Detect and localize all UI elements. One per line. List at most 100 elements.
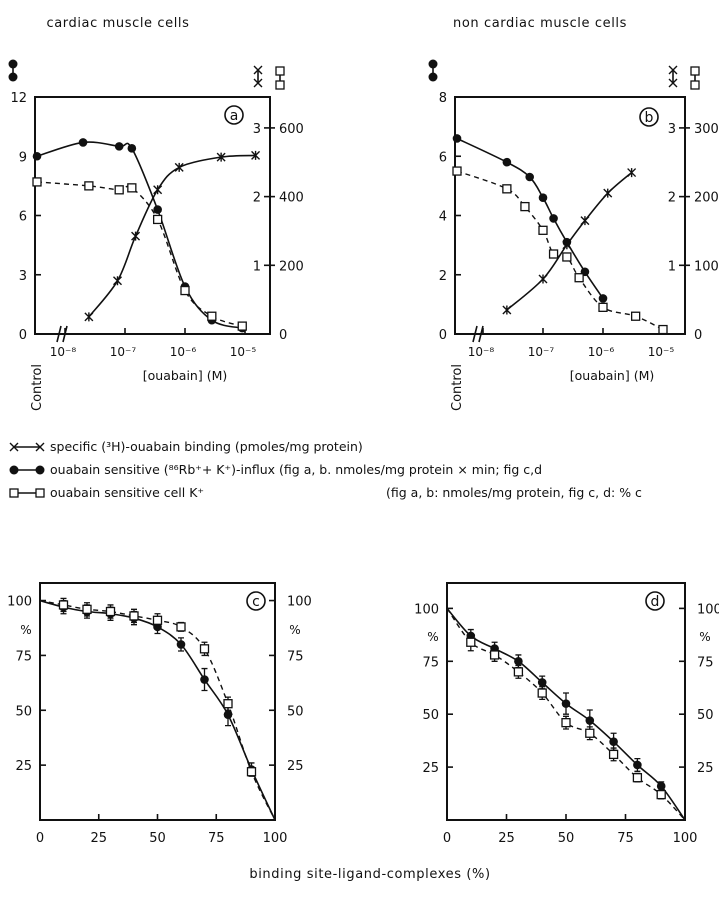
- panel-badge-ring: [645, 591, 665, 611]
- data-point-square: [199, 644, 210, 654]
- data-point-square: [502, 184, 512, 194]
- data-point-star: [131, 231, 141, 241]
- data-point-dot: [114, 142, 124, 151]
- y-tick-label-right-outer: 300: [694, 122, 719, 137]
- data-point-dot: [452, 134, 462, 143]
- data-point-star: [627, 168, 637, 178]
- data-point-star: [174, 162, 184, 172]
- data-point-square: [152, 214, 163, 225]
- y-tick-label-right: 50: [697, 708, 714, 723]
- y-tick-label-right-inner: 2: [668, 191, 676, 206]
- legend-item-cell-k-units: (fig a, b: nmoles/mg protein, fig c, d: …: [386, 485, 642, 500]
- y-tick-label-right-outer: 0: [279, 328, 287, 343]
- x-axis-label: [ouabain] (M): [570, 368, 655, 383]
- data-point-square: [176, 622, 186, 632]
- data-point-dot: [633, 760, 642, 770]
- x-tick-label: 10⁻⁶: [170, 345, 197, 359]
- data-point-star: [538, 274, 548, 284]
- x-tick-label: 10⁻⁸: [468, 345, 495, 359]
- series-line-square: [456, 170, 664, 331]
- x-tick-label: 10⁻⁸: [50, 345, 77, 359]
- data-point-dot: [127, 144, 137, 153]
- y-tick-label-left: 100: [7, 595, 32, 610]
- plot-area: [34, 96, 271, 335]
- panel-b-heading: non cardiac muscle cells: [453, 16, 627, 31]
- data-point-star: [502, 305, 512, 315]
- left-axis-dot-glyph: [8, 59, 18, 82]
- legend-item-cell-k: ouabain sensitive cell K⁺: [50, 485, 204, 500]
- data-point-square: [630, 311, 641, 321]
- y-tick-label-left: 100: [414, 602, 439, 617]
- bottom-x-axis-label: binding site-ligand-complexes (%): [249, 867, 490, 882]
- data-point-star: [562, 240, 572, 250]
- data-point-dot: [78, 138, 88, 147]
- y-tick-label-right-inner: 3: [253, 122, 261, 137]
- panel-d-chart: 0 25 50 75 100 25 25 50 50 75 75 100 100% % d: [414, 582, 719, 846]
- x-tick-label: 25: [498, 831, 515, 846]
- series-line-square: [36, 181, 243, 327]
- data-point-square: [656, 789, 666, 800]
- data-point-square: [489, 650, 500, 660]
- y-tick-label-left: 0: [439, 328, 447, 343]
- data-point-star: [84, 312, 94, 322]
- x-tick-label: 100: [263, 831, 288, 846]
- y-tick-label-left: 8: [439, 91, 447, 106]
- x-tick-label: 10⁻⁷: [528, 345, 555, 359]
- data-point-square: [452, 166, 462, 176]
- y-unit-right: %: [699, 630, 710, 644]
- y-tick-label-right-outer: 100: [694, 259, 719, 274]
- y-tick-label-left: 25: [15, 759, 32, 774]
- y-tick-label-left: 12: [10, 91, 27, 106]
- y-unit-right: %: [289, 623, 300, 637]
- data-point-square: [608, 749, 619, 760]
- y-unit-left: %: [427, 630, 438, 644]
- data-point-dot: [223, 710, 233, 719]
- data-point-dot: [598, 294, 608, 303]
- y-tick-label-right: 75: [287, 649, 304, 664]
- data-point-square: [207, 311, 217, 321]
- y-tick-label-right-outer: 0: [694, 328, 702, 343]
- legend-star-marker: [9, 442, 45, 452]
- y-tick-label-right-outer: 200: [279, 259, 304, 274]
- left-axis-dot-glyph: [428, 59, 438, 82]
- y-tick-label-left: 9: [19, 150, 27, 165]
- legend: specific (³H)-ouabain binding (pmoles/mg…: [9, 439, 642, 500]
- y-tick-label-left: 4: [439, 210, 447, 225]
- right-axis-star-glyph: [668, 65, 678, 88]
- x-tick-label: 0: [443, 831, 451, 846]
- series-line-star: [88, 154, 256, 318]
- data-point-square: [513, 667, 524, 677]
- panel-badge-ring: [639, 107, 659, 127]
- y-tick-label-right: 25: [287, 759, 304, 774]
- data-point-star: [603, 188, 613, 198]
- data-point-square: [246, 767, 257, 777]
- panel-badge-ring: [246, 591, 266, 611]
- y-tick-label-left: 2: [439, 269, 447, 284]
- right-axis-square-glyph: [690, 66, 700, 90]
- x-tick-label: 50: [149, 831, 166, 846]
- y-tick-label-left: 50: [15, 704, 32, 719]
- y-tick-label-right: 75: [697, 655, 714, 670]
- data-point-dot: [561, 699, 571, 708]
- control-label: Control: [30, 364, 45, 411]
- data-point-dot: [200, 675, 209, 684]
- x-axis-label: [ouabain] (M): [143, 368, 228, 383]
- data-point-square: [152, 615, 163, 625]
- data-point-dot: [153, 205, 162, 214]
- series-line-dot: [36, 141, 243, 329]
- data-point-square: [58, 600, 69, 610]
- data-point-square: [105, 606, 116, 617]
- control-label: Control: [450, 364, 465, 411]
- axis-break: [56, 325, 68, 343]
- data-point-square: [114, 185, 124, 195]
- y-tick-label-right-inner: 1: [668, 259, 676, 274]
- y-tick-label-right-outer: 600: [279, 122, 304, 137]
- data-point-square: [32, 177, 42, 187]
- panel-badge: c: [252, 594, 260, 610]
- data-point-square: [562, 252, 572, 262]
- y-tick-label-right: 100: [287, 595, 312, 610]
- data-point-star: [251, 150, 261, 160]
- y-tick-label-right-outer: 200: [694, 191, 719, 206]
- x-tick-label: 10⁻⁶: [588, 345, 615, 359]
